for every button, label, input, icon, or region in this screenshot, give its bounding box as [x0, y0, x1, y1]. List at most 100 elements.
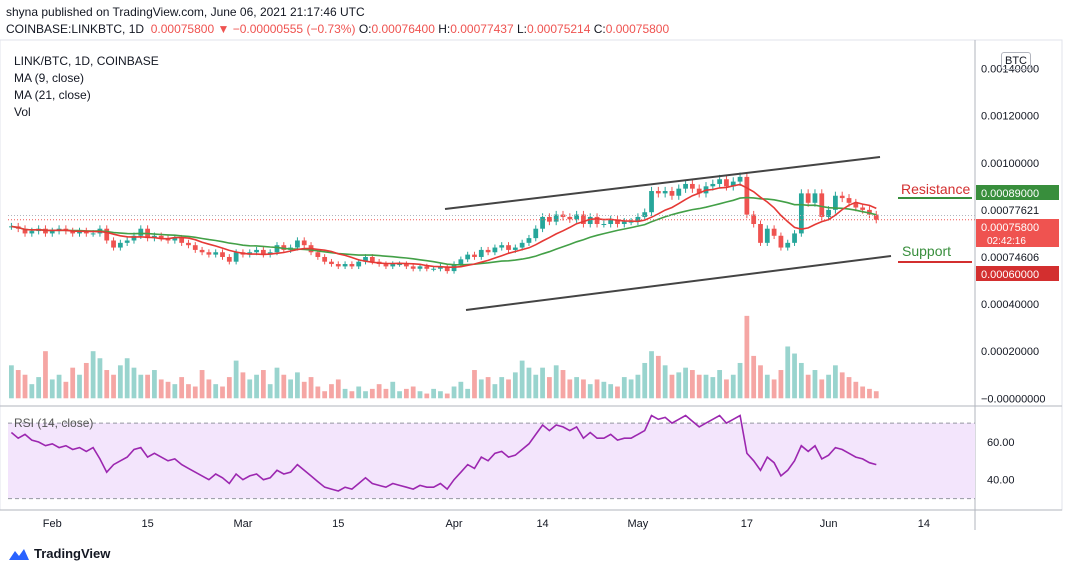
volume-bar [560, 370, 566, 399]
volume-bar [124, 358, 130, 399]
candle-body [199, 249, 205, 253]
currency-button[interactable]: BTC [1001, 52, 1031, 70]
volume-bar [519, 360, 525, 399]
candle-body [642, 212, 648, 217]
volume-bar [63, 381, 69, 399]
candle-body [77, 231, 82, 234]
volume-bar [574, 377, 580, 399]
volume-bar [274, 367, 280, 399]
candle-body [138, 228, 144, 236]
candle-body [540, 216, 545, 229]
volume-bar [690, 370, 695, 399]
volume-bar [97, 358, 103, 399]
symbol: COINBASE:LINKBTC, 1D [6, 22, 145, 36]
candle-body [805, 193, 811, 203]
candle-body [662, 191, 668, 194]
candle-body [83, 231, 89, 234]
volume-bar [662, 365, 668, 399]
time-tick-label: Mar [233, 518, 252, 530]
candle-body [737, 176, 743, 182]
volume-bar [322, 391, 328, 399]
candle-body [792, 233, 797, 243]
volume-bar [601, 381, 607, 399]
volume-bar [506, 379, 511, 399]
volume-bar [758, 365, 763, 399]
volume-bar [451, 386, 457, 399]
candle-body [295, 240, 300, 248]
volume-bar [737, 362, 743, 399]
candle-body [492, 247, 498, 253]
volume-bar [424, 393, 430, 399]
price-badge-value: 0.00089000 [981, 188, 1039, 200]
candle-body [349, 264, 355, 267]
volume-bar [342, 388, 348, 399]
volume-bar [873, 391, 879, 399]
candle-body [567, 216, 573, 220]
price-tick-label: −0.00000000 [981, 393, 1046, 405]
candle-body [621, 221, 627, 224]
candle-body [696, 188, 702, 194]
candle-body [260, 249, 266, 255]
volume-bar [90, 351, 96, 399]
open-label: O: [358, 22, 372, 36]
candle-body [403, 264, 409, 267]
candle-body [254, 249, 259, 253]
candle-body [49, 231, 55, 234]
rsi-tick-label: 60.00 [987, 437, 1015, 449]
candle-body [751, 214, 757, 224]
volume-bar [567, 379, 573, 399]
price-tick-label: 0.00100000 [981, 158, 1039, 170]
volume-bar [117, 365, 123, 399]
volume-bar [186, 384, 191, 399]
volume-bar [247, 379, 253, 399]
candle-body [356, 261, 362, 267]
candle-body [281, 245, 287, 250]
volume-bar [819, 379, 825, 399]
volume-bar [833, 365, 838, 399]
candle-body [315, 252, 321, 257]
low-label: L: [516, 22, 527, 36]
candle-body [329, 261, 334, 265]
channel-upper-line [444, 156, 881, 210]
volume-bar [138, 374, 144, 399]
candle-body [335, 264, 341, 267]
volume-bar [83, 362, 89, 399]
price-tick-label: 0.00120000 [981, 111, 1039, 123]
volume-bar [199, 370, 205, 399]
time-tick-label: 15 [141, 518, 153, 530]
candle-body [322, 256, 328, 262]
candle-body [172, 238, 178, 241]
candle-body [526, 238, 532, 243]
candle-body [764, 228, 770, 243]
volume-bar [240, 372, 246, 399]
support-label: Support [902, 243, 951, 259]
volume-bar [540, 367, 545, 399]
ma21-line [11, 196, 877, 266]
candle-body [655, 191, 661, 194]
volume-bar [49, 379, 55, 399]
candle-body [438, 266, 443, 269]
candle-body [533, 228, 539, 239]
volume-bar [165, 381, 171, 399]
volume-bar [846, 377, 852, 399]
candle-body [730, 181, 736, 187]
publisher-line: shyna published on TradingView.com, June… [6, 5, 365, 19]
volume-bar [376, 384, 382, 399]
candle-body [499, 245, 505, 248]
volume-bar [363, 391, 368, 399]
price-badge-value: 0.00077621 [981, 205, 1039, 217]
volume-bar [798, 362, 804, 399]
candle-body [192, 245, 198, 250]
tradingview-logo[interactable]: TradingView [8, 546, 110, 561]
candle-body [390, 264, 396, 267]
channel-lower-line [465, 255, 892, 311]
volume-bar [152, 370, 157, 399]
candle-body [117, 242, 123, 248]
candle-body [431, 268, 436, 270]
low-value: 0.00075214 [527, 22, 591, 36]
volume-bar [288, 379, 293, 399]
volume-bar [43, 351, 48, 399]
volume-bar [410, 386, 416, 399]
candle-body [683, 183, 688, 189]
